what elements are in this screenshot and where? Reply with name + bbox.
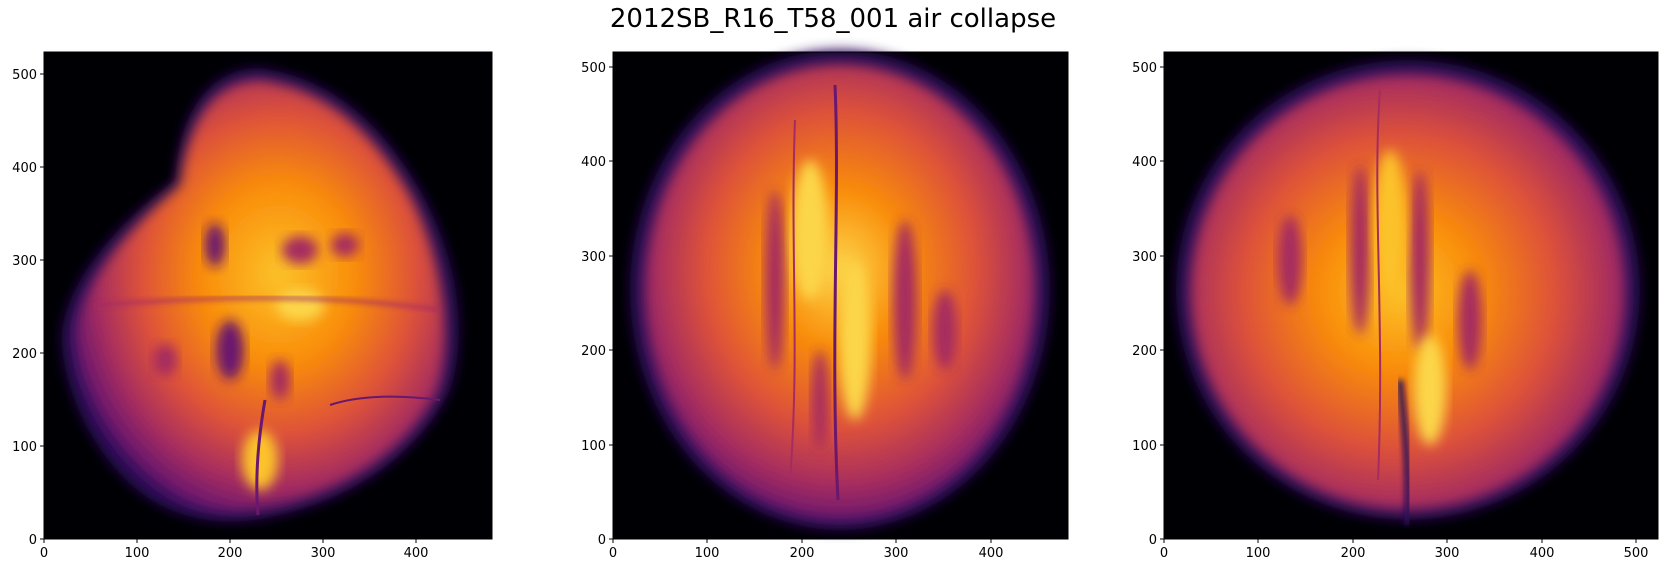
panel-2-x-ticks: 0 100 200 300 400 [609,539,1004,561]
panel-3-x-tick-label: 200 [1341,546,1366,561]
panel-1-y-tick-label: 200 [12,347,37,362]
panel-1-specimen [61,68,459,522]
figure-title: 2012SB_R16_T58_001 air collapse [609,4,1057,34]
panel-1-x-tick-label: 200 [218,546,243,561]
panel-2-x-tick-label: 100 [695,546,720,561]
panel-1-x-tick-label: 0 [40,546,48,561]
panel-2: 0 100 200 300 400 0 100 200 300 400 500 [581,50,1069,561]
panel-3-x-ticks: 0 100 200 300 400 500 [1160,539,1649,561]
panel-1-x-tick-label: 400 [404,546,429,561]
panel-2-y-tick-label: 300 [581,250,606,265]
panel-3-y-tick-label: 300 [1132,250,1157,265]
panel-2-y-ticks: 0 100 200 300 400 500 [581,61,613,548]
panel-3-x-tick-label: 500 [1624,546,1649,561]
panel-2-x-tick-label: 400 [979,546,1004,561]
panel-3-y-tick-label: 500 [1132,61,1157,76]
panel-2-x-tick-label: 200 [790,546,815,561]
panel-1-y-tick-label: 500 [12,68,37,83]
panel-3-x-tick-label: 100 [1246,546,1271,561]
panel-2-y-tick-label: 400 [581,155,606,170]
panel-3: 0 100 200 300 400 500 0 100 200 300 400 … [1132,51,1659,561]
panel-2-y-tick-label: 100 [581,439,606,454]
panel-3-x-tick-label: 300 [1435,546,1460,561]
panel-3-x-tick-label: 0 [1160,546,1168,561]
panel-3-x-tick-label: 400 [1530,546,1555,561]
panel-1-y-tick-label: 100 [12,440,37,455]
panel-1-x-tick-label: 300 [311,546,336,561]
panel-3-y-tick-label: 0 [1149,533,1157,548]
panel-1-y-tick-label: 300 [12,254,37,269]
panel-3-y-ticks: 0 100 200 300 400 500 [1132,61,1164,548]
panel-2-x-tick-label: 300 [884,546,909,561]
panel-3-y-tick-label: 400 [1132,155,1157,170]
panel-1: 0 100 200 300 400 0 100 200 300 400 500 [12,51,493,561]
panel-2-y-tick-label: 200 [581,344,606,359]
panel-3-y-tick-label: 100 [1132,439,1157,454]
panel-2-y-tick-label: 0 [598,533,606,548]
panel-2-y-tick-label: 500 [581,61,606,76]
panel-1-x-ticks: 0 100 200 300 400 [40,539,429,561]
panel-3-specimen [1176,60,1640,526]
panel-2-x-tick-label: 0 [609,546,617,561]
panel-1-y-ticks: 0 100 200 300 400 500 [12,68,44,548]
panel-1-y-tick-label: 400 [12,161,37,176]
panel-1-x-tick-label: 100 [125,546,150,561]
panel-3-y-tick-label: 200 [1132,344,1157,359]
panel-1-y-tick-label: 0 [29,533,37,548]
panel-2-specimen [630,50,1050,530]
